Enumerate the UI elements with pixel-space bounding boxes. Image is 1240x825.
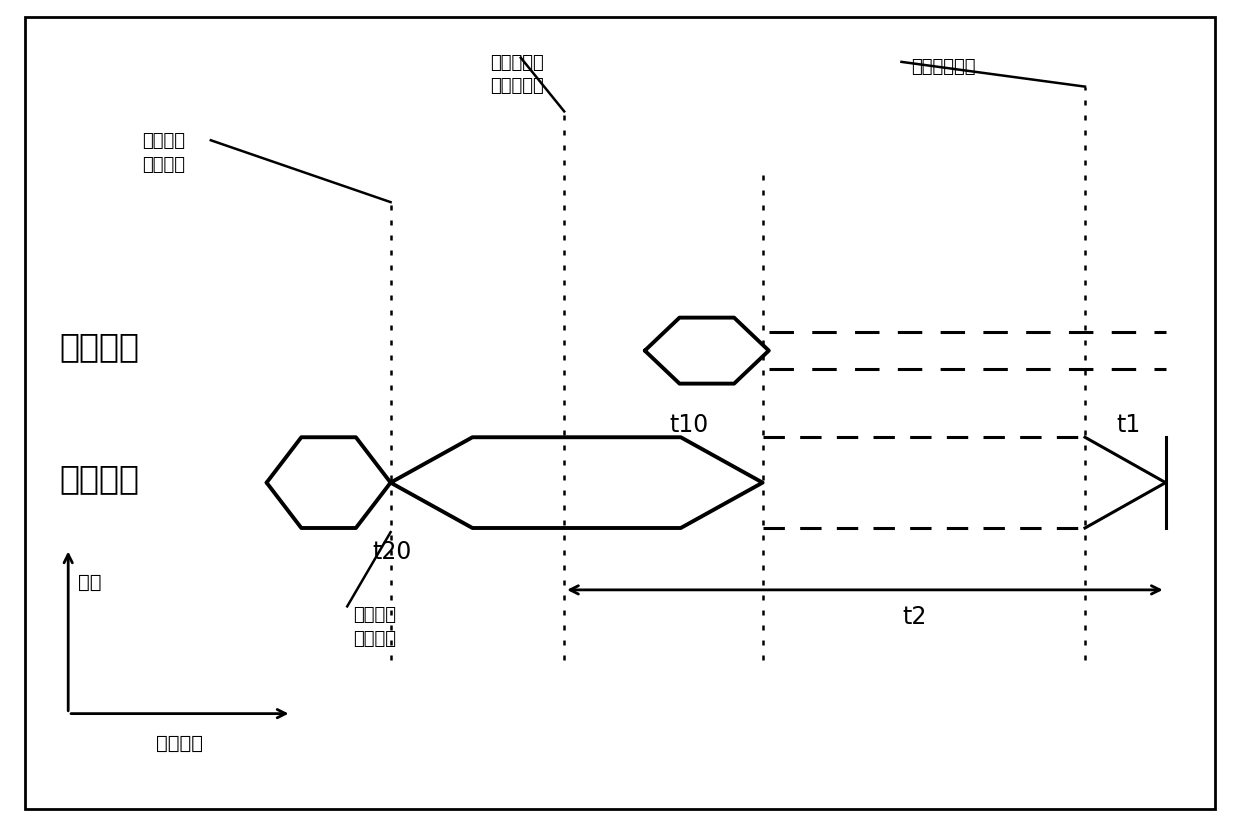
Text: 开始识别电
子标签时间: 开始识别电 子标签时间 [490,54,543,95]
Text: t2: t2 [903,605,926,629]
Text: 车牌号码
识别时间: 车牌号码 识别时间 [143,132,186,173]
Text: t20: t20 [372,540,412,564]
Text: 发生时间: 发生时间 [156,734,203,753]
Text: 车牌识别: 车牌识别 [60,462,140,495]
Text: 开始识别
车牌时间: 开始识别 车牌时间 [353,606,397,648]
Text: t10: t10 [670,412,709,436]
Text: 射频识别: 射频识别 [60,330,140,363]
Text: t1: t1 [1116,412,1141,436]
Text: 事件: 事件 [78,573,102,592]
Text: 匹配成功时间: 匹配成功时间 [911,58,976,76]
